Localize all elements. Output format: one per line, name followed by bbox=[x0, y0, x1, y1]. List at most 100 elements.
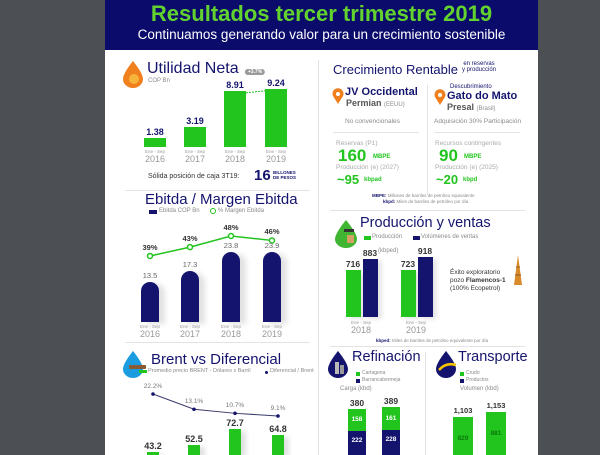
divider bbox=[333, 132, 419, 133]
note-kbpd-text: Miles de barriles de petróleo por día bbox=[396, 199, 469, 204]
exito-text: Éxito exploratorio pozo Flamencos-1 (100% … bbox=[450, 269, 506, 293]
caja-unit-1: BILLONES bbox=[273, 170, 296, 175]
jv-country: (EEUU) bbox=[384, 102, 405, 108]
produccion-unit: (kbped) bbox=[378, 248, 399, 254]
ebitda-value-label: 13.5 bbox=[142, 271, 158, 281]
ebitda-value-label: 23.8 bbox=[223, 241, 239, 251]
category-period: Ene - Sep bbox=[261, 324, 283, 329]
category-year: 2016 bbox=[139, 329, 161, 339]
diferencial-point bbox=[276, 414, 280, 418]
ebitda-title: Ebitda / Margen Ebitda bbox=[145, 191, 298, 208]
brent-value-label: 64.8 bbox=[269, 424, 287, 435]
jv-res-value: 160 bbox=[338, 146, 367, 165]
divider bbox=[434, 132, 520, 133]
legend-swatch-margen bbox=[210, 208, 216, 214]
category-year: 2017 bbox=[184, 154, 206, 164]
crudo-segment bbox=[486, 411, 506, 455]
brent-bar bbox=[188, 444, 200, 455]
legend-label-margen: % Margen Ebitda bbox=[218, 208, 265, 214]
gato-res-value: 90 bbox=[439, 146, 458, 165]
refinacion-total-label: 380 bbox=[349, 397, 365, 408]
diferencial-point bbox=[233, 411, 237, 416]
note-mbpe-text: Millones de barriles de petróleo equival… bbox=[387, 193, 475, 198]
jv-prod-unit: kbpad bbox=[364, 177, 382, 183]
diferencial-value-label: 9.1% bbox=[270, 405, 286, 412]
legend-label-ebitda: Ebitda COP Bn bbox=[159, 208, 200, 214]
column-divider bbox=[318, 60, 319, 455]
divider bbox=[425, 352, 426, 455]
barrancabermeja-value-label: 228 bbox=[385, 436, 397, 444]
brent-value-label: 43.2 bbox=[144, 440, 162, 451]
cartagena-value-label: 161 bbox=[385, 414, 397, 422]
legend-swatch-produccion bbox=[364, 236, 371, 240]
margen-value-label: 46% bbox=[264, 227, 280, 237]
note-kbpd-key: kbpd: bbox=[383, 199, 396, 204]
divider bbox=[330, 210, 525, 211]
note-kbped-text: Miles de barriles de petróleo equivalent… bbox=[392, 338, 489, 343]
legend-swatch-barrancabermeja bbox=[356, 379, 360, 383]
ebitda-bar bbox=[181, 271, 199, 322]
divider bbox=[125, 190, 310, 191]
gato-res-label: Recursos contingentes bbox=[435, 140, 502, 147]
jv-prod-value: ~95 bbox=[337, 172, 360, 187]
category-year: 2017 bbox=[179, 329, 201, 339]
caja-label: Sólida posición de caja 3T19: bbox=[148, 173, 240, 180]
category-year: 2019 bbox=[261, 329, 283, 339]
margen-value-label: 48% bbox=[223, 223, 239, 232]
ebitda-value-label: 23.9 bbox=[264, 240, 280, 250]
ebitda-bar bbox=[222, 252, 240, 322]
transporte-total-label: 1,153 bbox=[486, 400, 506, 410]
category-year: 2018 bbox=[220, 329, 242, 339]
produccion-bar-value-label: 716 bbox=[345, 259, 361, 270]
ebitda-bar bbox=[263, 251, 281, 322]
margen-point bbox=[146, 252, 154, 260]
category-period: Ene - Sep bbox=[265, 149, 287, 154]
jv-occidental-name: JV Occidental bbox=[345, 86, 418, 98]
note-mbpe-key: MBPE: bbox=[372, 193, 387, 198]
utilidad-bar bbox=[144, 138, 166, 147]
crecimiento-subtitle: en reservas y producción bbox=[462, 61, 496, 73]
legend-label-ventas: Volúmenes de ventas bbox=[421, 234, 479, 240]
utilidad-unit: COP Bn bbox=[148, 78, 170, 84]
utilidad-bar bbox=[265, 88, 287, 147]
category-period: Ene - Sep bbox=[139, 324, 161, 329]
legend-swatch-crudo bbox=[460, 372, 464, 376]
diferencial-line bbox=[152, 393, 279, 417]
jv-res-unit: MBPE bbox=[373, 154, 391, 160]
diferencial-value-label: 22.2% bbox=[143, 382, 163, 390]
diferencial-point bbox=[192, 407, 196, 412]
gato-desc: Adquisición 30% Participación bbox=[434, 118, 522, 125]
gato-res-unit: MBPE bbox=[464, 154, 482, 160]
exito-line-2a: pozo bbox=[450, 277, 466, 284]
legend-swatch-productos bbox=[460, 379, 464, 383]
note-kbped: kbped: Miles de barriles de petróleo equ… bbox=[376, 338, 488, 343]
crecimiento-subtitle-1: en reservas bbox=[463, 61, 495, 67]
crecimiento-title: Crecimiento Rentable bbox=[333, 62, 459, 77]
ventas-bar-value-label: 918 bbox=[417, 245, 433, 256]
ventas-bar bbox=[417, 256, 433, 317]
barrancabermeja-segment bbox=[348, 431, 366, 455]
gato-name: Gato do Mato bbox=[447, 90, 518, 102]
category-year: 2019 bbox=[405, 325, 427, 335]
category-year: 2018 bbox=[350, 325, 372, 335]
category-period: Ene - Sep bbox=[224, 149, 246, 154]
refinery-drop-icon bbox=[328, 351, 348, 378]
location-pin-icon bbox=[434, 89, 446, 105]
brent-bar bbox=[272, 435, 284, 455]
exito-line-1: Éxito exploratorio bbox=[450, 269, 501, 276]
gato-field: Presal (Brasil) bbox=[447, 102, 496, 112]
transporte-total-label: 1,103 bbox=[453, 405, 473, 415]
category-period: Ene - Sep bbox=[184, 149, 206, 154]
legend-label-diferencial: Diferencial / Brent bbox=[270, 368, 314, 374]
category-period: Ene - Sep bbox=[220, 324, 242, 329]
margen-point bbox=[186, 243, 194, 251]
margen-value-label: 39% bbox=[142, 242, 158, 252]
divider bbox=[427, 85, 428, 195]
water-drop-ship-icon bbox=[123, 351, 146, 378]
category-period: Ene - Sep bbox=[350, 320, 372, 325]
diferencial-value-label: 13.1% bbox=[184, 398, 204, 406]
note-mbpe: MBPE: Millones de barriles de petróleo e… bbox=[372, 193, 475, 198]
margen-line bbox=[149, 235, 273, 257]
utilidad-value-label: 9.24 bbox=[267, 77, 285, 88]
jv-res-label: Reservas (P1) bbox=[336, 140, 378, 147]
